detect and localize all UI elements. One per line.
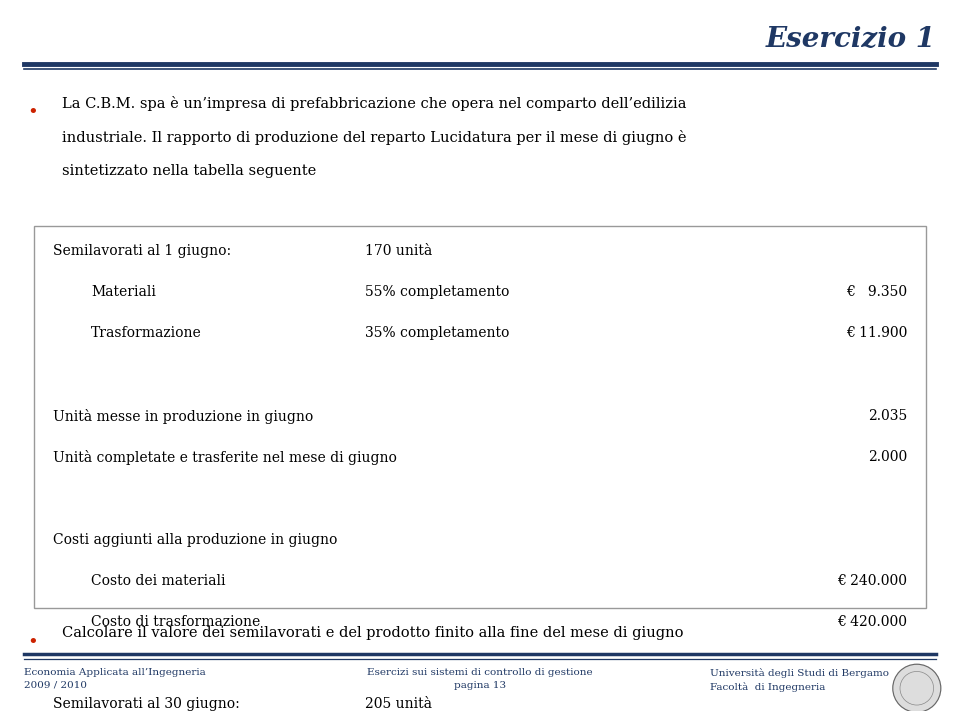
Text: €   9.350: € 9.350	[846, 285, 907, 299]
Text: sintetizzato nella tabella seguente: sintetizzato nella tabella seguente	[62, 164, 317, 178]
Text: 170 unità: 170 unità	[365, 244, 432, 258]
Text: € 420.000: € 420.000	[837, 615, 907, 629]
Text: Unità messe in produzione in giugno: Unità messe in produzione in giugno	[53, 409, 313, 424]
Text: Costo dei materiali: Costo dei materiali	[91, 574, 226, 588]
Text: industriale. Il rapporto di produzione del reparto Lucidatura per il mese di giu: industriale. Il rapporto di produzione d…	[62, 130, 687, 145]
Text: Trasformazione: Trasformazione	[91, 326, 202, 341]
Text: 205 unità: 205 unità	[365, 697, 432, 711]
Text: € 240.000: € 240.000	[837, 574, 907, 588]
Text: •: •	[27, 103, 37, 121]
Text: La C.B.M. spa è un’impresa di prefabbricazione che opera nel comparto dell’edili: La C.B.M. spa è un’impresa di prefabbric…	[62, 96, 687, 111]
Text: Costi aggiunti alla produzione in giugno: Costi aggiunti alla produzione in giugno	[53, 533, 337, 547]
Text: 2.035: 2.035	[868, 409, 907, 423]
Text: Materiali: Materiali	[91, 285, 156, 299]
FancyBboxPatch shape	[34, 226, 926, 608]
Text: Esercizio 1: Esercizio 1	[766, 26, 936, 53]
Text: Università degli Studi di Bergamo
Facoltà  di Ingegneria: Università degli Studi di Bergamo Facolt…	[710, 668, 889, 692]
Text: Semilavorati al 30 giugno:: Semilavorati al 30 giugno:	[53, 697, 240, 711]
Text: 55% completamento: 55% completamento	[365, 285, 509, 299]
Text: 35% completamento: 35% completamento	[365, 326, 509, 341]
Text: Economia Applicata all’Ingegneria
2009 / 2010: Economia Applicata all’Ingegneria 2009 /…	[24, 668, 205, 690]
Text: Semilavorati al 1 giugno:: Semilavorati al 1 giugno:	[53, 244, 231, 258]
Circle shape	[893, 664, 941, 711]
Text: •: •	[27, 633, 37, 651]
Text: Calcolare il valore dei semilavorati e del prodotto finito alla fine del mese di: Calcolare il valore dei semilavorati e d…	[62, 626, 684, 640]
Text: Costo di trasformazione: Costo di trasformazione	[91, 615, 260, 629]
Text: Esercizi sui sistemi di controllo di gestione
pagina 13: Esercizi sui sistemi di controllo di ges…	[367, 668, 593, 690]
Text: Unità completate e trasferite nel mese di giugno: Unità completate e trasferite nel mese d…	[53, 450, 396, 465]
Text: 2.000: 2.000	[868, 450, 907, 464]
Text: € 11.900: € 11.900	[846, 326, 907, 341]
